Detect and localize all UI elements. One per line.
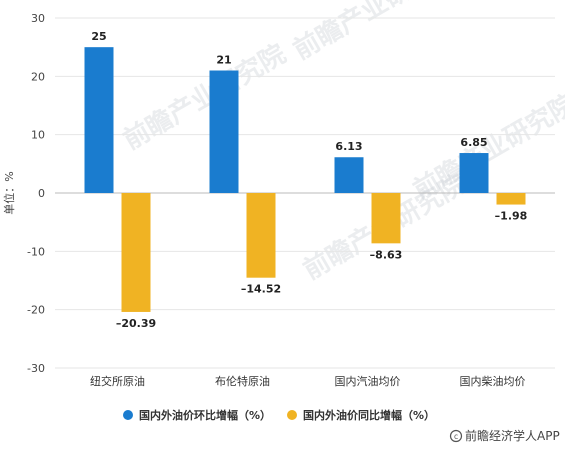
data-label: –14.52 [241,283,281,296]
legend-label: 国内外油价环比增幅（%） [139,408,271,422]
data-label: 21 [216,54,231,67]
gridlines [55,17,555,369]
y-tick-label: 30 [31,12,45,25]
bar [121,193,151,312]
y-tick-label: 0 [38,187,45,200]
y-tick-label: -10 [27,245,45,258]
legend-label: 国内外油价同比增幅（%） [303,408,435,422]
x-category-label: 纽交所原油 [90,374,145,388]
data-label: –20.39 [116,317,156,330]
bar [459,153,489,193]
bar [334,157,364,193]
data-labels: 25 –20.39 21 –14.52 6.13 –8.63 6.85 –1.98 [91,30,527,330]
y-axis-ticks: 30 20 10 0 -10 -20 -30 [27,12,45,375]
y-tick-label: 20 [31,70,45,83]
data-label: 6.13 [335,140,362,153]
copyright-icon-letter: c [454,432,458,441]
watermark-text: 前瞻产业研究院 [288,0,461,66]
data-label: –8.63 [370,248,403,261]
bar [246,193,276,278]
y-tick-label: 10 [31,129,45,142]
x-axis-categories: 纽交所原油 布伦特原油 国内汽油均价 国内柴油均价 [90,374,526,388]
credit: c 前瞻经济学人APP [449,428,560,443]
copyright-icon [449,429,463,443]
bar [371,193,401,244]
data-label: 25 [91,30,106,43]
legend: 国内外油价环比增幅（%） 国内外油价同比增幅（%） [123,408,435,422]
y-tick-label: -20 [27,304,45,317]
bar [496,193,526,205]
x-category-label: 布伦特原油 [215,374,270,388]
legend-marker [287,410,297,420]
bars [84,47,526,312]
data-label: –1.98 [495,210,528,223]
bar [84,47,114,193]
y-axis-label: 单位：% [2,171,16,214]
x-category-label: 国内汽油均价 [335,374,401,388]
legend-marker [123,410,133,420]
data-label: 6.85 [460,136,487,149]
y-tick-label: -30 [27,362,45,375]
credit-text: 前瞻经济学人APP [465,428,560,443]
x-category-label: 国内柴油均价 [460,374,526,388]
bar [209,70,239,193]
watermark-text: 前瞻产业研究院 [118,38,291,156]
